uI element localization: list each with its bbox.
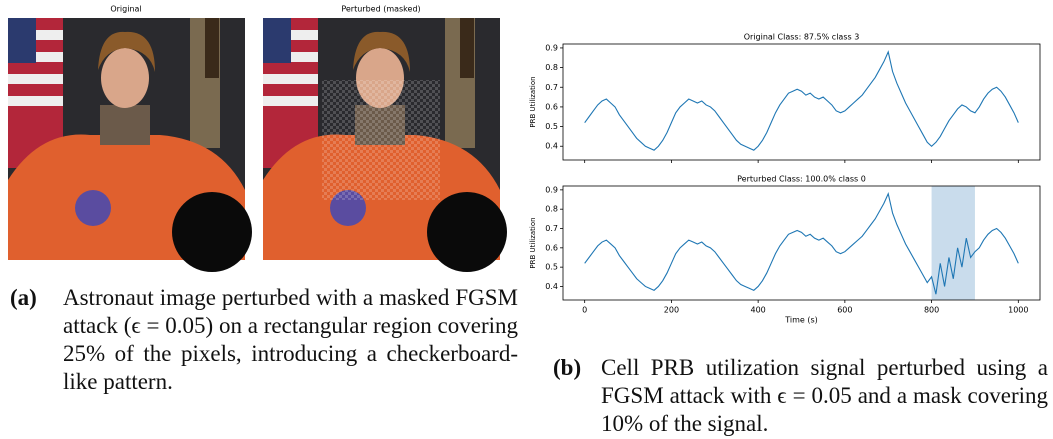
x-tick-label: 1000 <box>1008 306 1028 315</box>
image-perturbed: Perturbed (masked) <box>263 5 507 272</box>
y-tick-label: 0.5 <box>545 263 558 272</box>
x-tick-label: 0 <box>582 306 587 315</box>
x-tick-label: 200 <box>664 306 679 315</box>
x-tick-label: 800 <box>924 306 939 315</box>
y-tick-label: 0.4 <box>545 142 558 151</box>
x-tick-label: 600 <box>837 306 852 315</box>
y-tick-label: 0.6 <box>545 243 558 252</box>
plot-frame <box>562 185 1041 301</box>
caption-label: (a) <box>10 285 37 310</box>
chart-title: Original Class: 87.5% class 3 <box>744 33 860 42</box>
plot-frame <box>562 43 1041 161</box>
y-tick-label: 0.8 <box>545 205 558 214</box>
caption-label: (b) <box>553 355 582 380</box>
y-tick-label: 0.7 <box>545 83 558 92</box>
x-axis-label: Time (s) <box>784 316 818 325</box>
y-tick-label: 0.7 <box>545 224 558 233</box>
y-axis-label: PRB Utilization <box>529 217 537 268</box>
y-tick-label: 0.4 <box>545 282 558 291</box>
y-tick-label: 0.5 <box>545 122 558 131</box>
caption-b: (b) Cell PRB utilization signal perturbed… <box>553 354 1048 438</box>
charts: Original Class: 87.5% class 3 0.4 0.5 0.6 0.… <box>529 33 1041 325</box>
caption-text: Cell PRB utilization signal perturbed us… <box>601 355 1048 436</box>
caption-a: (a) Astronaut image perturbed with a mask… <box>10 284 518 396</box>
x-tick-label: 400 <box>750 306 765 315</box>
y-tick-label: 0.9 <box>545 185 558 194</box>
image-title: Perturbed (masked) <box>341 5 420 14</box>
highlight-span <box>931 186 975 300</box>
caption-text: Astronaut image perturbed with a masked … <box>63 285 518 394</box>
image-title: Original <box>110 5 141 14</box>
chart-title: Perturbed Class: 100.0% class 0 <box>737 175 866 184</box>
y-axis-label: PRB Utilization <box>529 76 537 127</box>
y-tick-label: 0.6 <box>545 102 558 111</box>
y-tick-label: 0.9 <box>545 43 558 52</box>
signal-line <box>584 191 1019 295</box>
signal-line <box>584 50 1019 151</box>
image-original: Original <box>8 5 252 272</box>
y-tick-label: 0.8 <box>545 63 558 72</box>
